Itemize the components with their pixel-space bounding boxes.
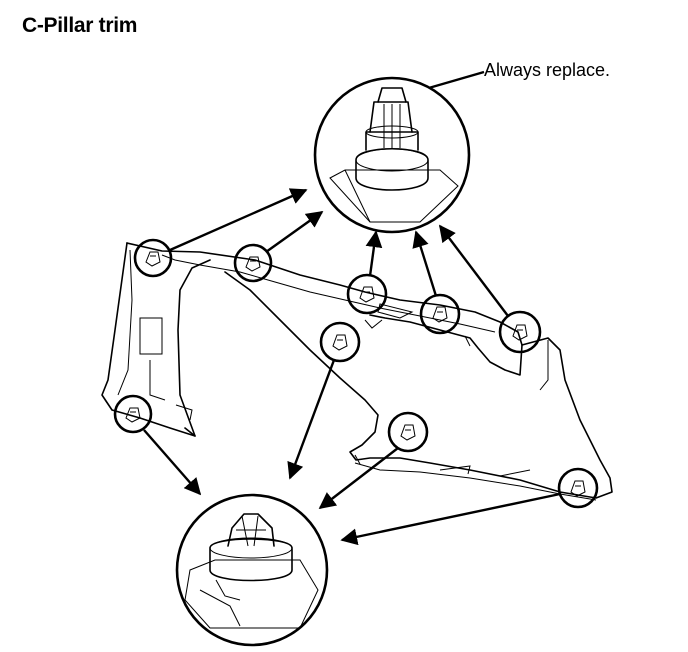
trim-panel (101, 242, 613, 501)
clip-circle-1 (133, 238, 173, 278)
clip-circle-4 (419, 293, 461, 335)
clip-circle-5 (498, 310, 542, 354)
lower-clip-detail (175, 493, 329, 647)
clip-locations-upper (133, 238, 542, 354)
clip-circle-3 (346, 273, 388, 315)
callout-label: Always replace. (484, 60, 611, 80)
arrows-to-lower-detail (143, 359, 561, 546)
clip-circle-7 (113, 394, 153, 434)
upper-clip-detail (313, 76, 471, 234)
clip-circle-9 (557, 467, 599, 509)
clip-circle-6 (319, 321, 361, 363)
clip-locations-lower (113, 321, 599, 509)
clip-circle-2 (233, 243, 273, 283)
clip-circle-8 (387, 411, 429, 453)
page-title: C-Pillar trim (22, 14, 138, 37)
